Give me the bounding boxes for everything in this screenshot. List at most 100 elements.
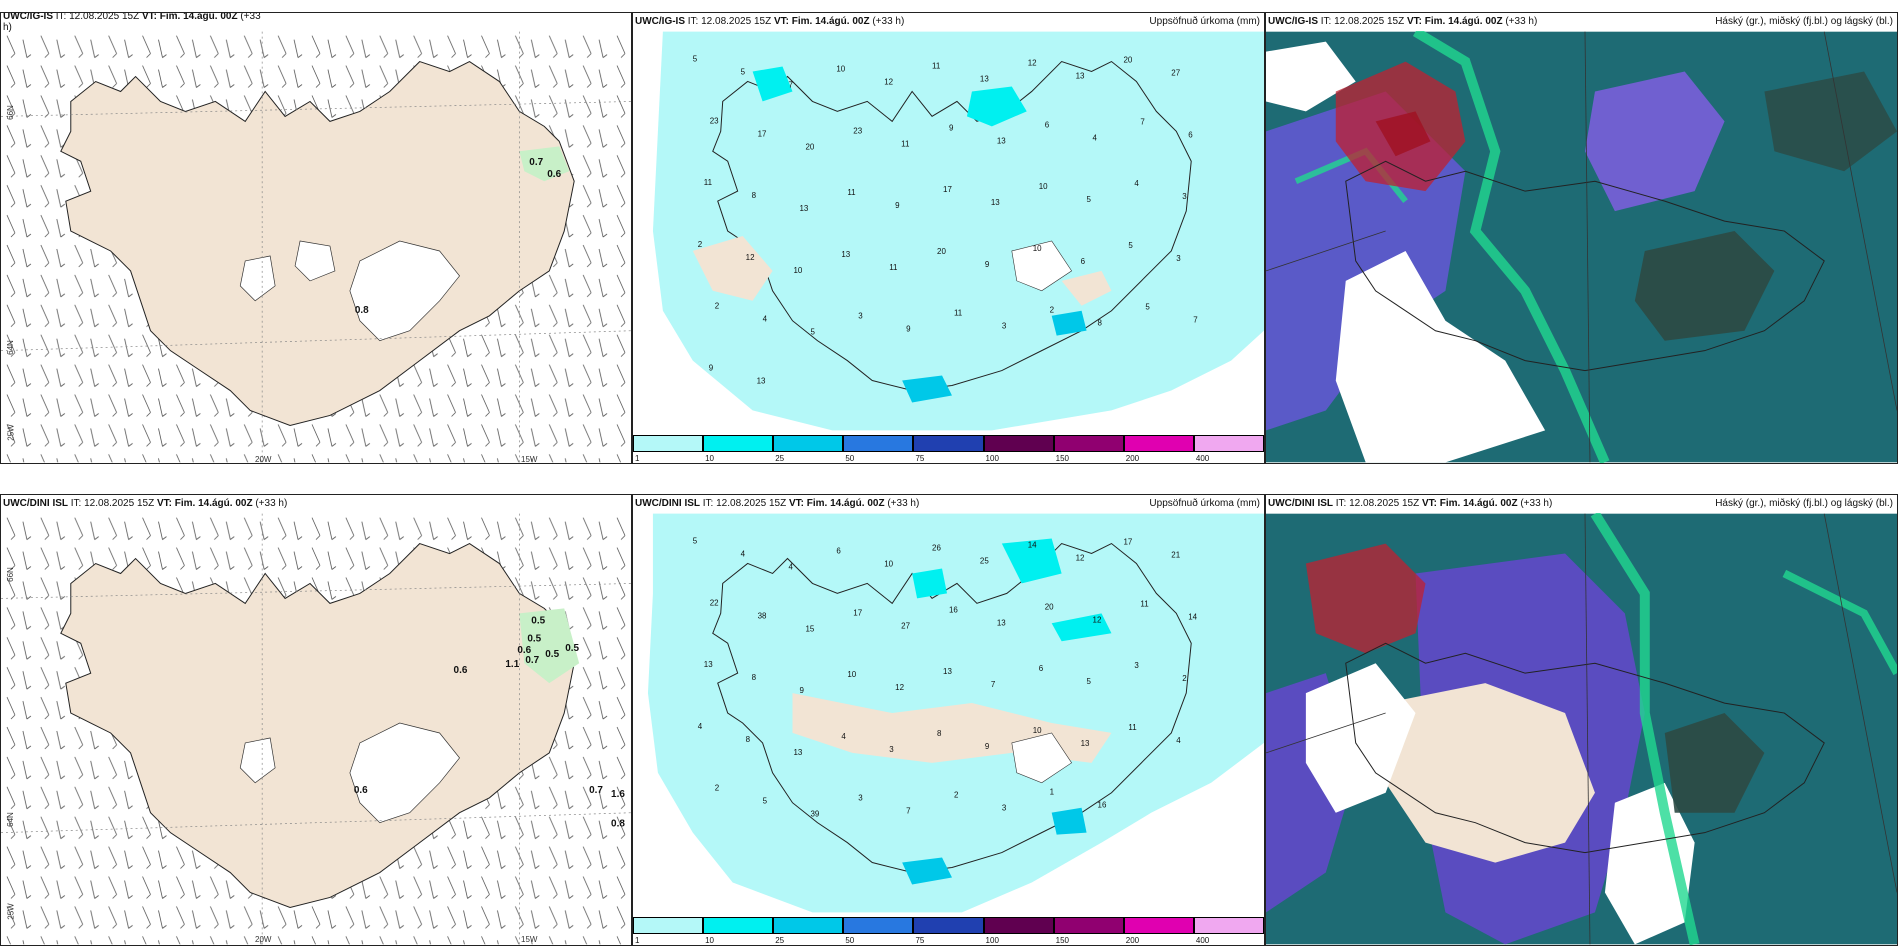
colorbar-label: 200 xyxy=(1125,454,1140,463)
precip-value: 8 xyxy=(937,729,942,738)
precip-value: 23 xyxy=(853,126,862,135)
gust-value: 0.6 xyxy=(517,645,531,656)
colorbar: 1 10 25 50 75 100 150 200 400 xyxy=(633,431,1264,463)
colorbar-label: 25 xyxy=(775,936,785,945)
gust-area xyxy=(519,608,580,684)
heavy-precip xyxy=(1051,310,1087,336)
precip-value: 13 xyxy=(841,250,850,259)
precip-value: 6 xyxy=(836,547,841,556)
heavy-precip xyxy=(1001,538,1062,584)
iceland-land xyxy=(60,61,575,426)
colorbar-label: 150 xyxy=(1055,454,1070,463)
gust-value: 0.8 xyxy=(355,305,369,316)
precip-value: 11 xyxy=(954,309,963,318)
precip-value: 5 xyxy=(693,537,698,546)
heavy-precip xyxy=(902,857,952,885)
gust-value: 0.6 xyxy=(454,665,468,676)
colorbar-cell xyxy=(1193,917,1264,934)
panel-precip-igis: UWC/IG-IS IT: 12.08.2025 15Z VT: Fim. 14… xyxy=(632,12,1265,464)
colorbar-cell xyxy=(703,917,774,934)
colorbar-label: 400 xyxy=(1195,454,1210,463)
precip-value: 17 xyxy=(853,608,862,617)
precip-value: 5 xyxy=(1087,195,1092,204)
iceland-coast xyxy=(1345,160,1825,372)
model-name: UWC/IG-IS xyxy=(1268,16,1318,27)
precip-value: 13 xyxy=(980,74,989,83)
gust-value: 0.7 xyxy=(525,655,539,666)
precip-value: 2 xyxy=(715,784,720,793)
precip-value: 4 xyxy=(763,315,768,324)
precip-value: 39 xyxy=(810,810,819,819)
gust-value: 0.8 xyxy=(611,819,625,830)
model-name: UWC/DINI ISL xyxy=(1268,498,1333,509)
lat-label-64: 64N xyxy=(5,812,15,827)
iceland-coast xyxy=(1345,642,1825,854)
precip-map: 5571012111312132027231720231191364761181… xyxy=(633,31,1264,431)
panel-header: UWC/IG-IS IT: 12.08.2025 15Z VT: Fim. 14… xyxy=(1268,16,1537,27)
valid-label: VT: xyxy=(141,12,157,22)
precip-value: 4 xyxy=(741,549,746,558)
dark-cloud xyxy=(1764,71,1897,172)
precip-value: 11 xyxy=(901,139,910,148)
precip-value: 2 xyxy=(715,302,720,311)
iceland-land xyxy=(712,542,1192,874)
colorbar-cell xyxy=(773,435,844,452)
colorbar-label: 100 xyxy=(985,936,999,945)
heavy-precip xyxy=(912,568,948,599)
colorbar-cell xyxy=(843,435,914,452)
precip-value: 8 xyxy=(746,735,751,744)
lon-label-25: 25W xyxy=(6,903,16,920)
valid-label: VT: xyxy=(773,16,789,27)
colorbar-label: 1 xyxy=(635,936,640,945)
precip-value: 11 xyxy=(889,263,898,272)
precip-value: 16 xyxy=(1098,801,1107,810)
precip-value: 3 xyxy=(1134,661,1139,670)
precip-value: 10 xyxy=(836,65,845,74)
glacier xyxy=(349,722,460,824)
colorbar-label: 150 xyxy=(1055,936,1070,945)
precip-value: 17 xyxy=(758,129,767,138)
cloud-map xyxy=(1266,513,1897,945)
graticule xyxy=(1266,31,1897,463)
valid-time: Fim. 14.ágú. 00Z xyxy=(1424,16,1503,27)
graticule xyxy=(1266,513,1897,945)
lead-time: (+33 h) xyxy=(255,498,288,509)
gust-value: 1.6 xyxy=(611,789,625,800)
precip-value: 27 xyxy=(901,621,910,630)
lon-label-15: 15W xyxy=(521,935,538,944)
dry-area xyxy=(1011,732,1073,784)
precip-value: 6 xyxy=(1045,120,1050,129)
lat-label-66: 66N xyxy=(5,567,15,582)
colorbar-cell xyxy=(1053,435,1124,452)
precip-value: 12 xyxy=(746,253,755,262)
precip-value: 12 xyxy=(1028,59,1037,68)
colorbar-label: 100 xyxy=(985,454,999,463)
init-time: IT: 12.08.2025 15Z xyxy=(702,498,787,509)
valid-time: Fim. 14.ágú. 00Z xyxy=(791,16,870,27)
gust-value: 0.5 xyxy=(531,615,545,626)
precip-value: 17 xyxy=(1123,538,1132,547)
precip-value: 13 xyxy=(793,748,802,757)
valid-label: VT: xyxy=(1406,16,1422,27)
valid-label: VT: xyxy=(156,498,172,509)
precip-value: 13 xyxy=(991,198,1000,207)
colorbar-label: 10 xyxy=(705,454,715,463)
precip-value: 2 xyxy=(1182,674,1187,683)
panel-gust-igis: UWC/IG-IS IT: 12.08.2025 15Z VT: Fim. 14… xyxy=(0,12,632,464)
land-dry xyxy=(692,235,773,301)
precip-value: 10 xyxy=(884,559,893,568)
precip-value: 8 xyxy=(752,673,757,682)
gust-value: 0.6 xyxy=(354,785,368,796)
valid-time: Fim. 14.ágú. 00Z xyxy=(1439,498,1518,509)
heavy-precip xyxy=(966,86,1027,127)
precip-value: 2 xyxy=(698,240,703,249)
precip-value: 4 xyxy=(841,732,846,741)
mid-cloud xyxy=(1584,71,1725,212)
colorbar-label: 200 xyxy=(1125,936,1140,945)
low-cloud-edge xyxy=(1412,31,1610,463)
precip-value: 13 xyxy=(943,667,952,676)
precip-map: 5446102625141217212238151727161320121114… xyxy=(633,513,1264,913)
lon-label-20: 20W xyxy=(255,935,272,944)
precip-value: 4 xyxy=(1093,133,1098,142)
precip-value: 2 xyxy=(1050,306,1055,315)
